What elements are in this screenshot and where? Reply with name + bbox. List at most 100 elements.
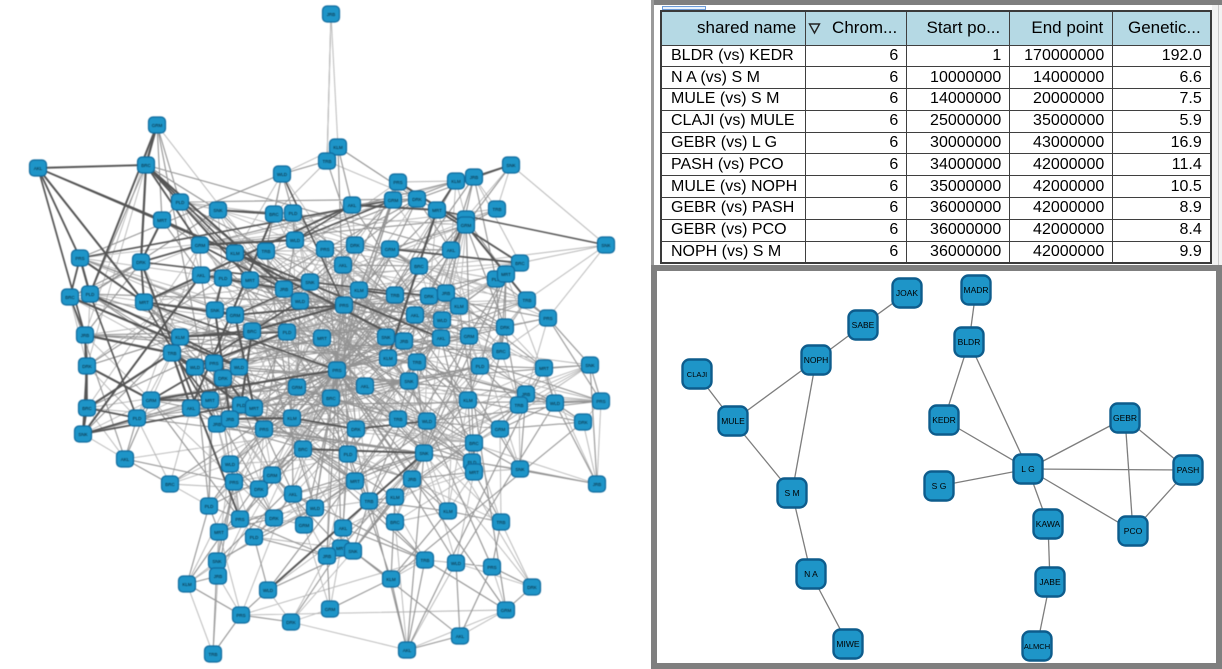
svg-text:KAWA: KAWA (1036, 519, 1061, 529)
svg-text:BRC: BRC (390, 520, 400, 525)
svg-text:DRK: DRK (218, 376, 228, 381)
svg-text:DRK: DRK (254, 487, 264, 492)
svg-text:SNK: SNK (348, 549, 357, 554)
svg-text:KLM: KLM (443, 509, 453, 514)
svg-text:DRK: DRK (136, 260, 146, 265)
svg-text:MRT: MRT (432, 208, 442, 213)
svg-text:AKL: AKL (403, 648, 412, 653)
svg-text:SNK: SNK (305, 280, 314, 285)
svg-text:PASH: PASH (1177, 465, 1200, 475)
svg-text:WLD: WLD (422, 419, 433, 424)
svg-text:TRB: TRB (323, 159, 332, 164)
svg-text:DRK: DRK (412, 197, 422, 202)
svg-text:AKL: AKL (456, 634, 465, 639)
svg-text:MRT: MRT (317, 336, 327, 341)
svg-text:SNK: SNK (506, 163, 515, 168)
svg-text:PRS: PRS (320, 247, 329, 252)
svg-text:AKL: AKL (411, 313, 420, 318)
svg-text:JRB: JRB (323, 554, 332, 559)
svg-text:BRC: BRC (165, 482, 175, 487)
svg-text:AKL: AKL (339, 526, 348, 531)
svg-text:PLD: PLD (283, 330, 293, 335)
svg-text:MRT: MRT (245, 278, 255, 283)
svg-text:PRS: PRS (75, 256, 84, 261)
svg-text:PLD: PLD (289, 211, 299, 216)
svg-text:JRB: JRB (81, 333, 90, 338)
svg-text:JABE: JABE (1039, 577, 1061, 587)
svg-text:JRB: JRB (408, 477, 417, 482)
svg-text:GRM: GRM (195, 243, 206, 248)
svg-text:PRS: PRS (596, 399, 605, 404)
svg-text:AKL: AKL (187, 406, 196, 411)
svg-text:KLM: KLM (182, 582, 192, 587)
svg-text:BRC: BRC (247, 329, 257, 334)
svg-text:PLD: PLD (205, 504, 215, 509)
svg-text:JRB: JRB (213, 422, 222, 427)
svg-text:KEDR: KEDR (932, 415, 956, 425)
svg-text:MRT: MRT (249, 406, 259, 411)
svg-text:PLD: PLD (237, 403, 247, 408)
svg-text:MRT: MRT (205, 398, 215, 403)
svg-text:SNK: SNK (381, 335, 390, 340)
svg-text:KLM: KLM (386, 577, 396, 582)
svg-text:TRB: TRB (421, 558, 430, 563)
svg-text:BRC: BRC (496, 349, 506, 354)
svg-text:PLD: PLD (468, 460, 478, 465)
svg-text:GRM: GRM (385, 247, 396, 252)
svg-text:SNK: SNK (404, 379, 413, 384)
svg-text:PRS: PRS (229, 480, 238, 485)
svg-text:DRK: DRK (82, 364, 92, 369)
svg-text:JRB: JRB (214, 574, 223, 579)
svg-text:MULE: MULE (721, 416, 745, 426)
svg-text:PLD: PLD (176, 200, 186, 205)
svg-text:KLM: KLM (451, 179, 461, 184)
svg-text:TRB: TRB (523, 298, 532, 303)
svg-text:PLD: PLD (250, 535, 260, 540)
svg-text:N A: N A (804, 569, 818, 579)
svg-text:GRM: GRM (325, 607, 336, 612)
svg-text:JRB: JRB (400, 339, 409, 344)
svg-text:GRM: GRM (495, 427, 506, 432)
svg-text:DRK: DRK (578, 420, 588, 425)
svg-text:AKL: AKL (447, 248, 456, 253)
svg-text:SNK: SNK (210, 308, 219, 313)
svg-text:JRB: JRB (442, 291, 451, 296)
svg-text:KLM: KLM (230, 251, 240, 256)
svg-text:DRK: DRK (527, 585, 537, 590)
svg-text:TRB: TRB (365, 499, 374, 504)
svg-text:GRM: GRM (292, 385, 303, 390)
svg-text:WLD: WLD (263, 588, 274, 593)
svg-text:KLM: KLM (454, 304, 464, 309)
svg-text:NOPH: NOPH (804, 355, 829, 365)
svg-text:TRB: TRB (497, 520, 506, 525)
svg-text:WLD: WLD (277, 172, 288, 177)
svg-text:PLD: PLD (219, 276, 229, 281)
svg-text:PRS: PRS (209, 361, 218, 366)
svg-text:DRK: DRK (424, 294, 434, 299)
svg-text:KLM: KLM (175, 335, 185, 340)
svg-text:TRB: TRB (168, 351, 177, 356)
svg-text:MRT: MRT (336, 546, 346, 551)
svg-text:TRB: TRB (515, 403, 524, 408)
svg-text:BRC: BRC (515, 261, 525, 266)
svg-text:PRS: PRS (259, 427, 268, 432)
svg-text:PLD: PLD (492, 277, 502, 282)
svg-text:BRC: BRC (469, 441, 479, 446)
svg-text:PRS: PRS (487, 565, 496, 570)
svg-text:AKL: AKL (361, 384, 370, 389)
svg-text:MRT: MRT (139, 300, 149, 305)
svg-text:SNK: SNK (601, 243, 610, 248)
svg-text:PRS: PRS (236, 613, 245, 618)
svg-text:PLD: PLD (133, 416, 143, 421)
svg-text:GRM: GRM (501, 608, 512, 613)
svg-text:PRS: PRS (235, 517, 244, 522)
svg-text:WLD: WLD (451, 561, 462, 566)
svg-text:SNK: SNK (212, 559, 221, 564)
svg-text:WLD: WLD (225, 462, 236, 467)
svg-text:TRB: TRB (262, 249, 271, 254)
svg-text:JRB: JRB (593, 482, 602, 487)
svg-text:AKL: AKL (289, 492, 298, 497)
svg-text:GEBR: GEBR (1113, 413, 1137, 423)
svg-text:MADR: MADR (963, 285, 988, 295)
svg-text:SNK: SNK (78, 432, 87, 437)
